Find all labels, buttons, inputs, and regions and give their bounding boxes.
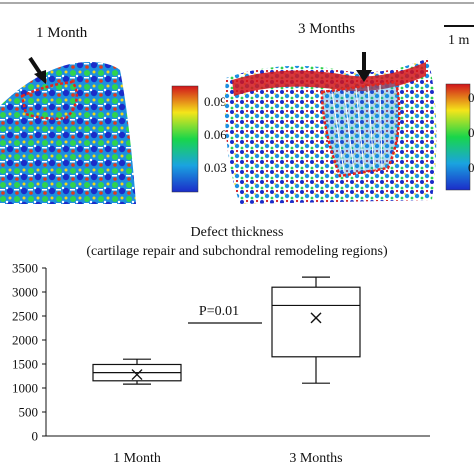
scale-bar-label: 1 m xyxy=(448,33,470,48)
right-colorbar-tick: 0 xyxy=(468,160,474,175)
chart-subtitle: (cartilage repair and subchondral remode… xyxy=(86,244,388,259)
left-colorbar-tick: 0.09 xyxy=(204,94,227,109)
left-panel-label: 1 Month xyxy=(36,25,88,41)
left-colorbar-tick: 0.06 xyxy=(204,127,227,142)
mean-marker xyxy=(131,369,143,381)
y-tick-label: 3000 xyxy=(12,285,38,300)
y-tick-label: 1000 xyxy=(12,381,38,396)
y-tick-label: 500 xyxy=(19,405,39,420)
right-colorbar-tick: 0 xyxy=(468,90,474,105)
y-tick-label: 0 xyxy=(32,429,39,444)
box-plot: Defect thickness (cartilage repair and s… xyxy=(12,225,430,466)
right-arrow-icon xyxy=(356,52,372,82)
right-colorbar xyxy=(445,83,471,191)
left-colorbar-tick: 0.03 xyxy=(204,160,227,175)
box-2 xyxy=(271,276,361,384)
left-defect-outline xyxy=(20,80,79,121)
right-colorbar-tick: 0 xyxy=(468,125,474,140)
y-tick-label: 1500 xyxy=(12,357,38,372)
iqr-box xyxy=(271,286,361,358)
box-1 xyxy=(92,358,182,385)
y-tick-label: 3500 xyxy=(12,261,38,276)
mean-marker xyxy=(310,312,322,324)
p-value-annotation: P=0.01 xyxy=(199,304,239,319)
x-tick-label: 1 Month xyxy=(113,451,161,466)
right-panel-label: 3 Months xyxy=(298,21,355,37)
y-tick-label: 2500 xyxy=(12,309,38,324)
left-arrow-icon xyxy=(28,56,46,84)
micro-ct-panels: 0.09 0.06 0.03 0 0 0 1 Month 3 Months 1 … xyxy=(0,2,474,204)
x-tick-label: 3 Months xyxy=(289,451,342,466)
y-tick-label: 2000 xyxy=(12,333,38,348)
left-specimen-image xyxy=(0,62,136,204)
chart-title: Defect thickness xyxy=(191,225,284,240)
left-colorbar xyxy=(171,85,199,193)
